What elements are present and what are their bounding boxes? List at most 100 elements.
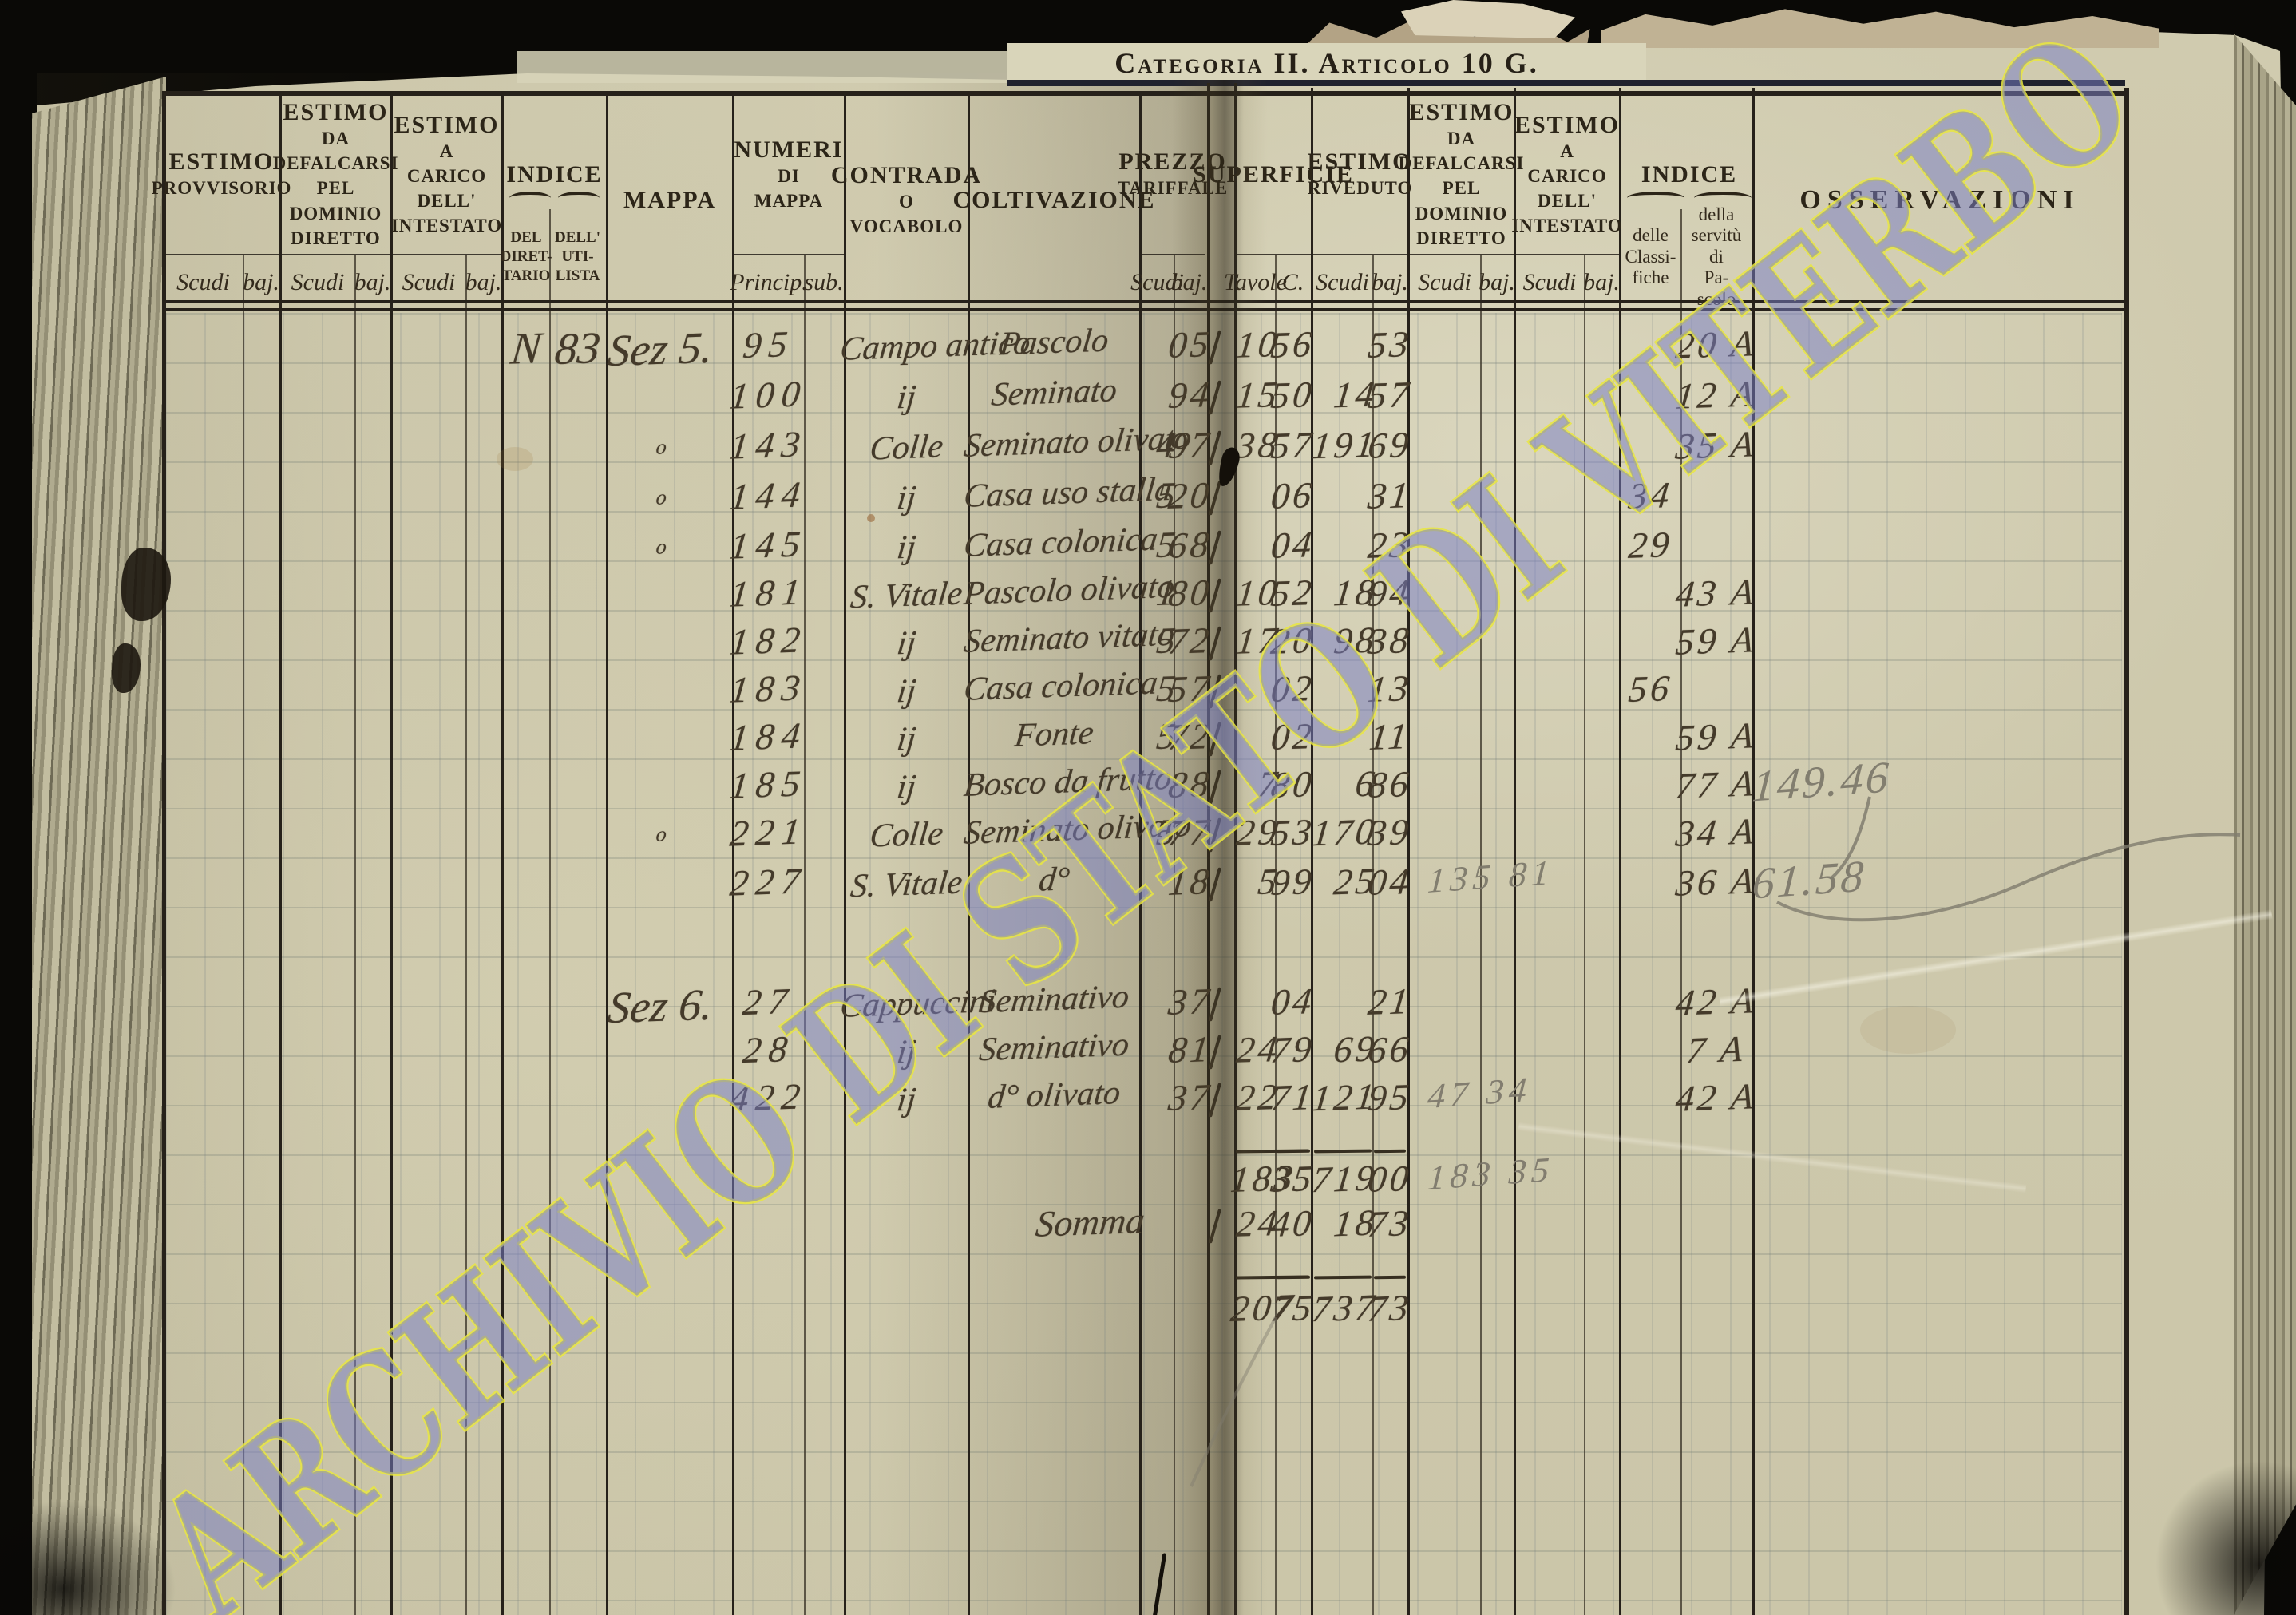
column-header-estimo-a-carico-dx: ESTIMO A CARICO DELL' INTESTATO [1511, 101, 1621, 249]
cell-r181-pa: 43 A [1673, 571, 1760, 615]
column-title: CONTRADA [830, 161, 983, 188]
column-header-contrada-o-vocabolo: CONTRADA O VOCABOLO [831, 101, 980, 300]
header-bottom-rule [162, 300, 2128, 303]
column-subheader: baj. [1171, 260, 1208, 305]
somma-label: Somma [1033, 1200, 1147, 1245]
cell-r185-princ: 185 [728, 762, 810, 806]
grand-total-rule [1276, 1275, 1311, 1280]
table-column-line [1311, 88, 1313, 1615]
column-title: DEFALCARSI [272, 153, 399, 174]
brace-hump [509, 192, 551, 204]
column-subheader: DEL DIRET- TARIO [500, 229, 552, 284]
column-title: DELL' [417, 191, 477, 211]
brace-hump [1627, 192, 1684, 204]
cell-r185-colt: Bosco da frutto [962, 759, 1174, 804]
cell-r145-sup_c: 04 [1269, 524, 1317, 566]
cell-r185-pa: 77 A [1673, 762, 1760, 806]
table-column-line [501, 94, 504, 1615]
rust-spot [867, 514, 875, 522]
column-title: ESTIMO [1514, 111, 1621, 138]
cell-r182-pa: 59 A [1673, 619, 1760, 663]
left-page-shading [37, 73, 1234, 1615]
cell-r27-sup_c: 04 [1269, 980, 1317, 1023]
cell-r182-rv_b: 38 [1366, 619, 1414, 662]
header-brace [509, 192, 600, 203]
torn-paper-edge [1401, 0, 1575, 38]
column-header-indice-dx: INDICE [1621, 101, 1758, 249]
cell-r422-princ: 422 [728, 1075, 810, 1119]
column-subheader: baj. [1479, 269, 1515, 295]
cell-r184-colt: Fonte [1012, 714, 1096, 754]
cell-r144-contrada: ij [895, 479, 918, 517]
table-column-line [390, 94, 393, 1615]
cell-r183-contrada: ij [895, 672, 918, 711]
cell-r100-pa: 12 A [1673, 373, 1760, 417]
table-subcolumn-line [804, 255, 806, 1615]
table-subcolumn-line [243, 255, 244, 1615]
cell-r143-contrada: Colle [868, 428, 945, 468]
column-header-estimo-a-carico-sx: ESTIMO A CARICO DELL' INTESTATO [391, 101, 501, 249]
column-header-indice-sx: INDICE [503, 101, 606, 249]
subheader-rule [1236, 254, 1311, 255]
table-column-line [1752, 88, 1755, 1615]
table-column-line [606, 94, 608, 1615]
table-top-rule [162, 91, 2128, 96]
cell-r145-cl: 29 [1626, 524, 1675, 566]
subheader-rule [392, 254, 501, 255]
column-title: PEL DOMINIO [289, 178, 382, 224]
age-spot [497, 447, 533, 471]
cell-r185-contrada: ij [895, 768, 918, 806]
column-title: A [439, 141, 454, 161]
page-corner-shadow [2155, 1461, 2296, 1615]
table-column-line [1407, 88, 1410, 1615]
table-subcolumn-line [1584, 255, 1585, 1615]
header-strip-left [517, 51, 1007, 83]
column-subheader: baj. [1372, 269, 1408, 295]
table-column-line [732, 94, 734, 1615]
column-subheader: Princip. [730, 269, 808, 295]
cell-r95-princ: 95 [741, 323, 797, 366]
column-subheader: baj. [465, 269, 502, 295]
column-title: INDICE [506, 161, 603, 188]
cell-r95-rv_b: 53 [1366, 323, 1414, 366]
table-column-line [1139, 94, 1142, 1615]
cell-r145-contrada: ij [895, 528, 918, 567]
column-title: O [899, 191, 914, 212]
cell-r143-princ: 143 [728, 423, 810, 467]
column-title: DIRETTO [1416, 228, 1506, 248]
cell-r144-sup_c: 06 [1269, 474, 1317, 517]
column-title: DELL' [1537, 191, 1597, 211]
cell-r27-contrada: Cappuccini [838, 983, 998, 1025]
table-subcolumn-line [465, 255, 467, 1615]
column-subheader: C. [1281, 269, 1304, 295]
table-subcolumn-line [1372, 255, 1374, 1615]
column-title: DI [778, 165, 800, 186]
cell-r144-princ: 144 [728, 473, 810, 517]
cell-r100-princ: 100 [728, 373, 810, 417]
column-header-numeri-di-mappa: NUMERI DI MAPPA [734, 101, 844, 249]
cell-r221-mark: o [655, 822, 668, 846]
column-title: VOCABOLO [849, 216, 964, 236]
subheader-rule [734, 254, 844, 255]
subheader-rule [1515, 254, 1619, 255]
cell-r422-colt: d° olivato [986, 1075, 1122, 1116]
header-rule [1007, 80, 2125, 86]
column-title: ESTIMO [283, 99, 389, 126]
cell-r95-pa: 20 A [1673, 323, 1760, 366]
cell-r95-contrada: Campo antico [838, 324, 1032, 368]
column-title: NUMERI [734, 136, 844, 163]
cell-r100-contrada: ij [895, 378, 918, 417]
total-somma-rv_b: 73 [1366, 1202, 1414, 1245]
cell-r144-mark: o [655, 485, 668, 509]
total-grand-rv_b: 73 [1366, 1287, 1414, 1329]
column-subheader: della servitù di Pa- scolo [1691, 204, 1742, 309]
cell-r221-contrada: Colle [868, 815, 945, 855]
cell-r422-contrada: ij [895, 1081, 918, 1119]
cell-r145-colt: Casa colonica [962, 521, 1160, 564]
column-subheader: sub. [804, 269, 844, 295]
table-subcolumn-line [1680, 209, 1682, 1615]
cell-r227-rv_b: 04 [1366, 861, 1414, 903]
subheader-rule [1409, 254, 1514, 255]
column-title: DA [321, 129, 350, 149]
column-title: ESTIMO [1307, 148, 1413, 176]
